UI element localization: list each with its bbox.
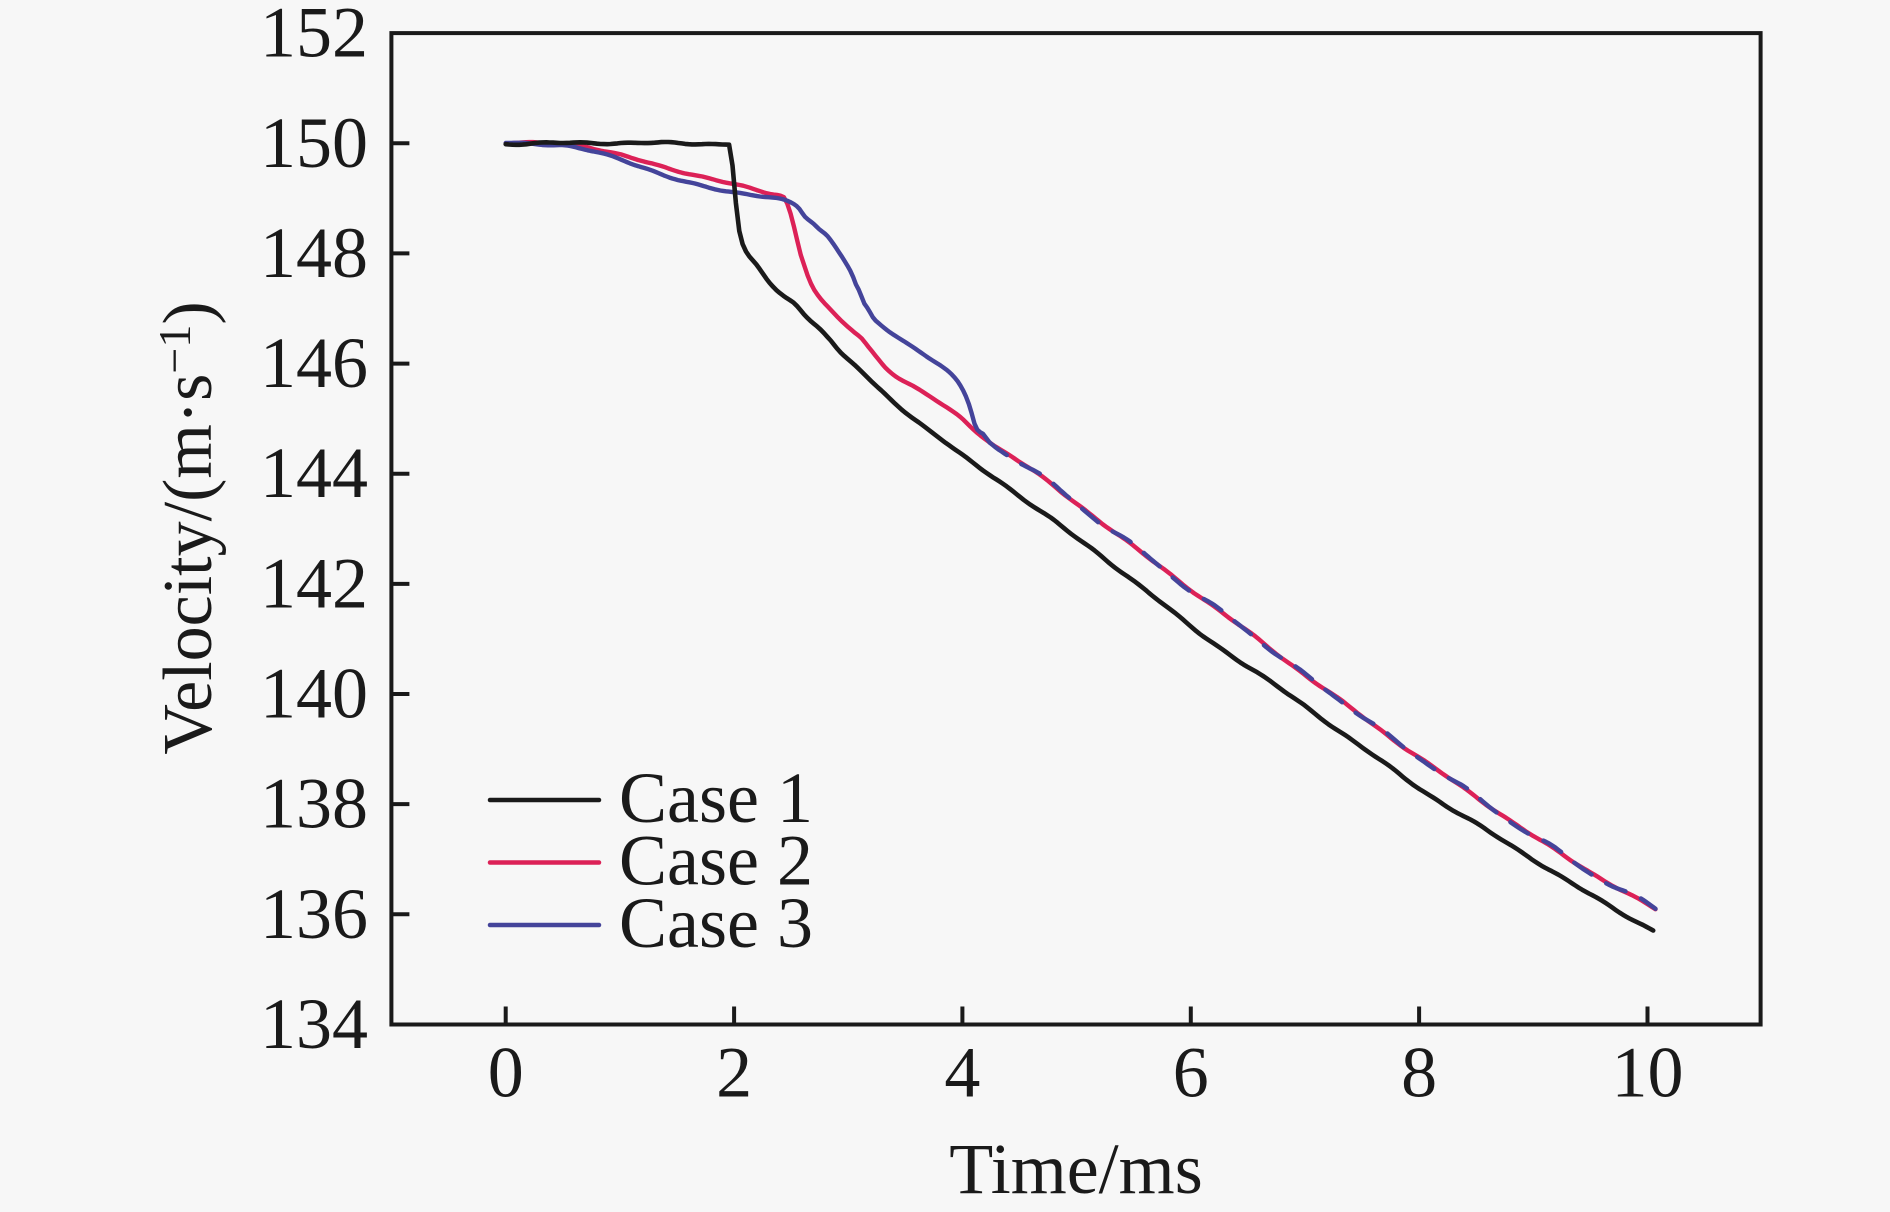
svg-text:0: 0 <box>488 1033 524 1113</box>
svg-text:2: 2 <box>716 1033 752 1113</box>
svg-text:10: 10 <box>1612 1033 1684 1113</box>
svg-text:148: 148 <box>260 213 368 293</box>
svg-text:Velocity/(m·s−1): Velocity/(m·s−1) <box>149 301 227 754</box>
svg-text:146: 146 <box>260 323 368 403</box>
svg-text:138: 138 <box>260 764 368 844</box>
svg-text:6: 6 <box>1173 1033 1209 1113</box>
svg-text:Case 3: Case 3 <box>619 883 813 963</box>
svg-text:Case 2: Case 2 <box>619 821 813 901</box>
svg-text:140: 140 <box>260 654 368 734</box>
svg-text:136: 136 <box>260 874 368 954</box>
svg-text:134: 134 <box>260 984 368 1064</box>
svg-text:8: 8 <box>1401 1033 1437 1113</box>
svg-text:142: 142 <box>260 543 368 623</box>
svg-text:152: 152 <box>260 0 368 73</box>
svg-text:150: 150 <box>260 103 368 183</box>
svg-text:Time/ms: Time/ms <box>949 1129 1202 1209</box>
svg-text:4: 4 <box>944 1033 980 1113</box>
svg-text:144: 144 <box>260 433 368 513</box>
svg-text:Case 1: Case 1 <box>619 758 813 838</box>
